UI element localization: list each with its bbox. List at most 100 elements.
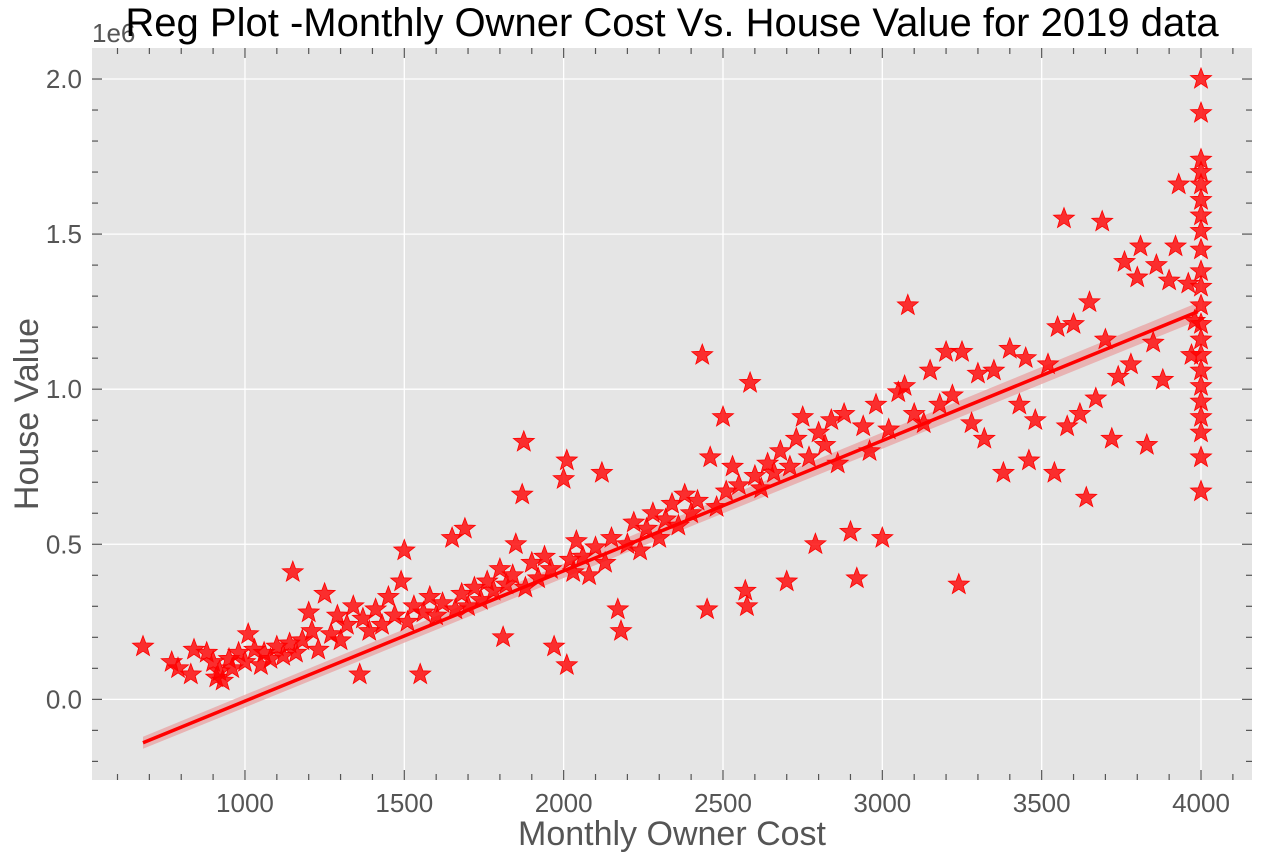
data-point <box>555 653 579 676</box>
data-point <box>319 622 343 645</box>
data-point <box>738 370 762 393</box>
data-point <box>195 640 219 663</box>
data-point <box>1014 346 1038 369</box>
data-point <box>599 525 623 548</box>
data-point <box>685 488 710 511</box>
data-point <box>1052 206 1076 229</box>
data-point <box>182 637 206 660</box>
data-point <box>1176 271 1200 294</box>
data-point <box>902 401 926 424</box>
data-point <box>832 401 856 424</box>
data-point <box>634 516 659 539</box>
data-point <box>654 507 678 530</box>
data-point <box>1106 364 1130 387</box>
data-point <box>313 581 337 604</box>
data-point <box>376 584 400 607</box>
data-point <box>539 556 563 579</box>
data-point <box>300 618 324 641</box>
data-point <box>424 603 448 626</box>
data-point <box>504 532 528 555</box>
data-point <box>328 628 353 651</box>
data-point <box>383 603 407 626</box>
data-point <box>896 293 920 316</box>
x-axis-label: Monthly Owner Cost <box>518 815 827 853</box>
data-point <box>813 432 837 455</box>
data-point <box>475 569 499 592</box>
data-point <box>510 482 534 505</box>
data-point <box>166 656 190 679</box>
data-point <box>1141 330 1165 353</box>
data-point <box>762 460 786 483</box>
data-point <box>418 584 442 607</box>
data-point <box>838 519 862 542</box>
data-point <box>335 612 359 635</box>
data-point <box>1189 293 1213 316</box>
data-point <box>972 426 996 449</box>
data-point <box>893 373 917 396</box>
data-point <box>775 569 799 592</box>
data-point <box>392 538 416 561</box>
y-tick-label: 0.0 <box>46 684 82 714</box>
data-point <box>179 662 203 685</box>
y-tick-label: 1.5 <box>46 219 82 249</box>
y-tick-label: 0.5 <box>46 529 82 559</box>
data-point <box>1189 479 1213 502</box>
y-tick-label: 2.0 <box>46 64 82 94</box>
data-point <box>593 550 617 573</box>
data-point <box>236 622 260 645</box>
data-point <box>1189 445 1213 468</box>
data-point <box>1046 315 1070 338</box>
data-point <box>395 609 420 632</box>
data-point <box>870 525 894 548</box>
data-point <box>1167 172 1191 195</box>
data-point <box>1093 327 1117 350</box>
data-point <box>532 544 557 567</box>
data-point <box>542 634 566 657</box>
data-point <box>673 482 697 505</box>
tick-labels: 1000 1500 2000 2500 3000 3500 4000 0.0 0.5 1.0 1.5… <box>46 64 1230 818</box>
data-point <box>721 454 745 477</box>
data-point <box>577 563 601 586</box>
data-point <box>797 445 821 468</box>
data-point <box>201 649 225 672</box>
data-point <box>864 392 888 415</box>
data-point <box>1189 420 1213 443</box>
data-point <box>803 532 827 555</box>
data-point <box>284 640 308 663</box>
x-tick-label: 3500 <box>1013 788 1071 818</box>
data-point <box>1157 268 1181 291</box>
y-axis-label: House Value <box>8 318 46 510</box>
data-point <box>609 618 633 641</box>
data-point <box>1164 234 1188 257</box>
data-point <box>1077 290 1101 313</box>
data-point <box>1189 237 1213 260</box>
data-point <box>1036 352 1060 375</box>
data-point <box>364 597 388 620</box>
data-point <box>453 516 477 539</box>
data-point <box>1090 209 1114 232</box>
x-tick-label: 1500 <box>375 788 433 818</box>
data-point <box>281 560 305 583</box>
data-point <box>1112 249 1137 272</box>
data-point <box>552 466 576 489</box>
regression-line-group <box>142 310 1199 745</box>
data-point <box>743 463 767 486</box>
data-point <box>1128 234 1153 257</box>
x-tick-label: 4000 <box>1172 788 1230 818</box>
data-point <box>845 566 869 589</box>
data-point <box>1151 367 1175 390</box>
x-tick-label: 3000 <box>853 788 911 818</box>
data-point <box>735 594 759 617</box>
data-point <box>641 501 665 524</box>
x-tick-label: 2000 <box>535 788 593 818</box>
data-point <box>408 662 432 685</box>
y-axis-offset-label: 1e6 <box>92 18 135 48</box>
data-point <box>325 603 349 626</box>
data-point <box>411 600 436 623</box>
x-tick-label: 1000 <box>216 788 274 818</box>
data-point <box>501 563 525 586</box>
data-point <box>826 451 850 474</box>
data-point <box>1144 252 1169 275</box>
data-point <box>698 445 722 468</box>
data-point <box>227 640 251 663</box>
